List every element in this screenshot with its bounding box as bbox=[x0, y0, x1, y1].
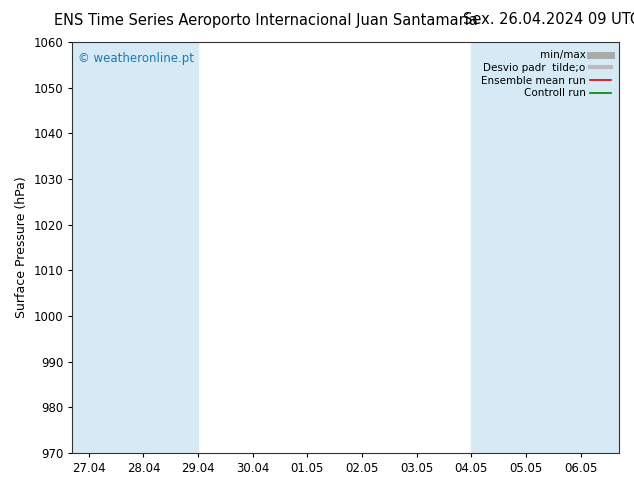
Text: © weatheronline.pt: © weatheronline.pt bbox=[78, 52, 194, 65]
Text: Sex. 26.04.2024 09 UTC: Sex. 26.04.2024 09 UTC bbox=[463, 12, 634, 27]
Text: ENS Time Series Aeroporto Internacional Juan Santamaría: ENS Time Series Aeroporto Internacional … bbox=[55, 12, 478, 28]
Legend: min/max, Desvio padr  tilde;o, Ensemble mean run, Controll run: min/max, Desvio padr tilde;o, Ensemble m… bbox=[478, 47, 614, 101]
Y-axis label: Surface Pressure (hPa): Surface Pressure (hPa) bbox=[15, 176, 28, 318]
Bar bbox=[472, 42, 619, 453]
Bar bbox=[72, 42, 198, 453]
